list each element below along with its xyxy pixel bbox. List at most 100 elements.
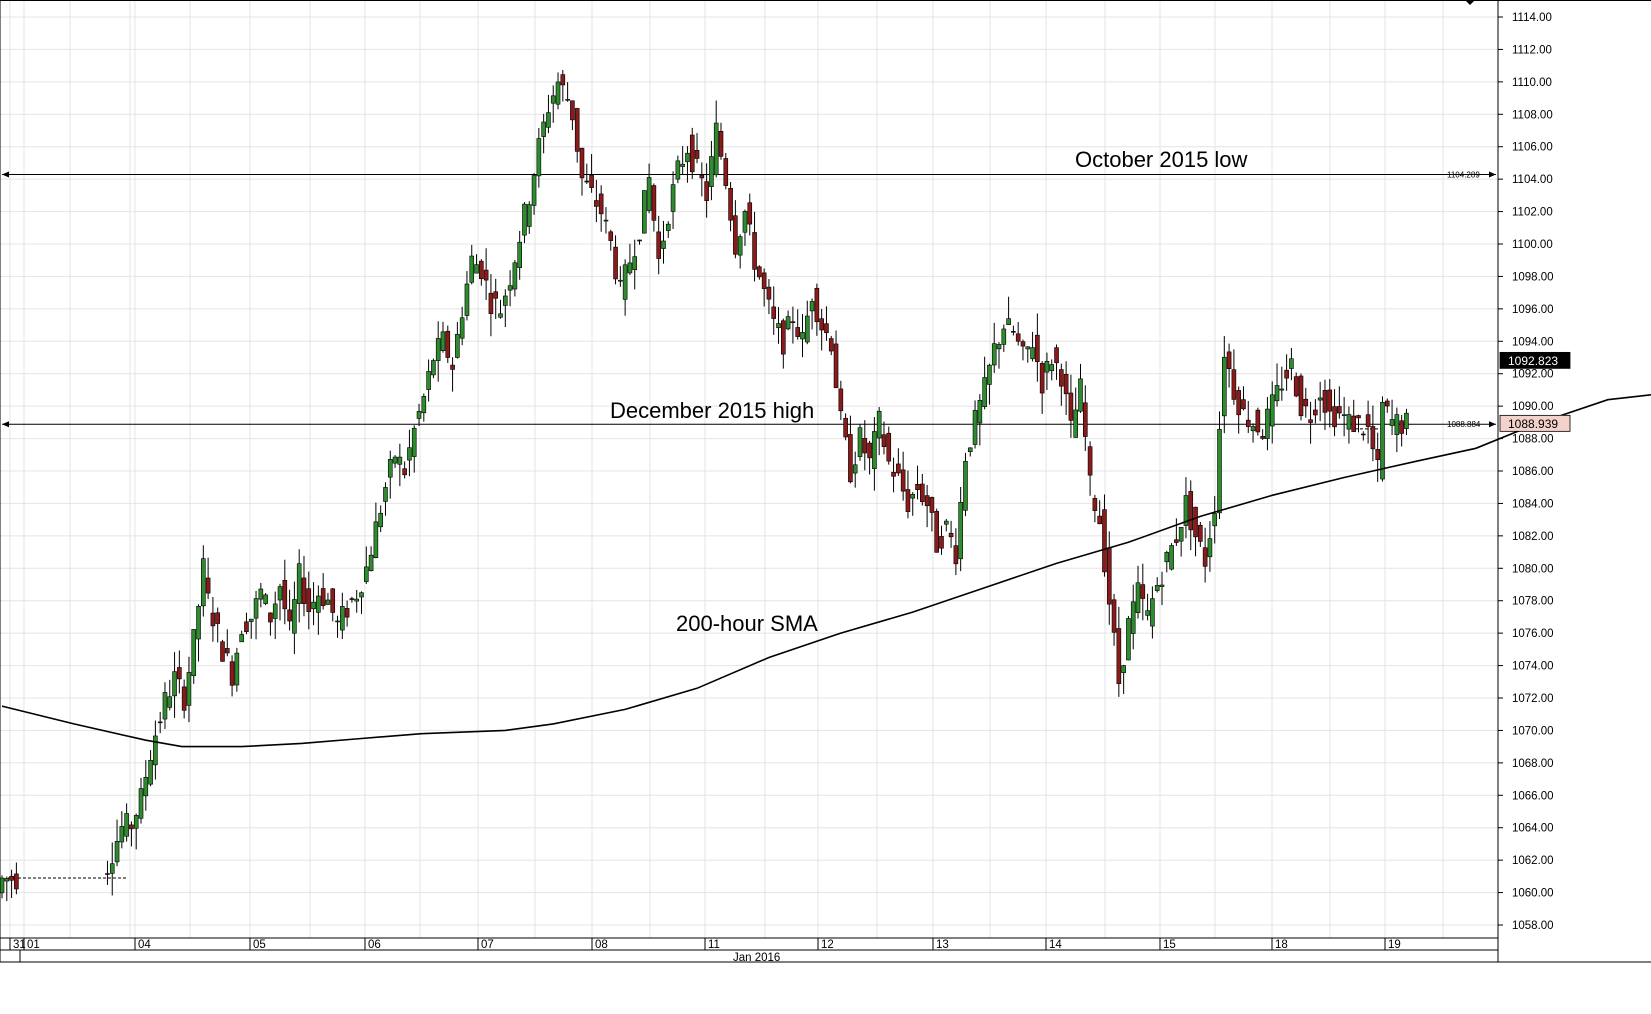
annotation-value: 1104.289 [1447,170,1480,179]
candle-up [1164,552,1170,563]
candle-down [1255,409,1261,433]
candle-down [479,260,484,280]
month-label: Jan 2016 [733,952,780,964]
candle-up [272,603,278,619]
candle-up [872,431,877,470]
candle-up [713,122,719,176]
candle-up [201,558,206,607]
y-tick-label: 1080.00 [1512,563,1554,575]
candle-up [435,338,441,361]
x-tick-label: 19 [1388,939,1401,951]
candle-down [224,648,230,654]
candle-down [761,272,767,289]
candle-up [1178,526,1184,542]
candle-down [1068,392,1074,421]
candle-up [536,138,542,177]
candle-down [1015,333,1021,342]
candle-up [138,788,144,819]
candle-down [881,434,887,447]
y-tick-label: 1104.00 [1512,174,1553,186]
arrow-left-icon [2,421,9,428]
candle-down [1337,406,1342,414]
y-tick-label: 1096.00 [1512,304,1554,316]
candle-down [699,174,705,179]
candle-down [1399,420,1404,434]
y-tick-label: 1086.00 [1512,466,1554,478]
candle-up [133,815,139,829]
candle-down [613,246,618,280]
candle-down [1059,369,1064,387]
candle-up [191,629,197,676]
candle-up [426,371,431,390]
candle-up [411,427,417,457]
candle-down [771,306,777,319]
candle-up [335,620,340,623]
candle-down [1035,334,1040,363]
candle-down [574,108,580,152]
candle-down [268,612,273,623]
candle-up [1078,378,1083,412]
candle-up [627,262,633,274]
candle-down [637,239,642,242]
candle-down [833,343,839,389]
candle-up [910,494,916,499]
candle-down [210,612,216,627]
candle-down [1370,426,1376,450]
candle-up [4,878,10,882]
candle-up [685,152,690,163]
candle-up [383,487,388,502]
candle-down [1097,515,1102,525]
candle-up [109,863,115,874]
candle-down [1063,373,1069,395]
candle-down [344,608,350,618]
candle-down [1193,506,1198,538]
candle-down [1245,419,1251,427]
x-tick-label: 15 [1163,939,1176,951]
y-tick-label: 1058.00 [1512,920,1554,932]
candle-down [862,438,868,454]
candle-up [1289,358,1294,369]
candle-down [493,291,499,299]
candle-up [316,595,321,613]
y-tick-label: 1092.00 [1512,369,1554,381]
candle-up [876,410,882,439]
candle-up [359,592,364,598]
candle-up [124,813,129,837]
candle-down [948,532,954,538]
candle-down [1260,436,1265,439]
candle-up [1044,360,1050,373]
candle-up [565,98,570,101]
candle-up [253,598,259,619]
candle-up [963,461,968,511]
candle-up [464,283,470,316]
price-tags: 1092.823 1088.939 [1499,351,1571,432]
x-tick-label: 07 [481,939,494,951]
candle-down [579,147,585,179]
candle-up [603,219,609,222]
candle-up [1025,346,1031,350]
candle-down [1322,390,1328,413]
annotation-october-low: October 2015 low [1075,147,1248,172]
candle-up [661,240,666,249]
candle-up [670,184,676,212]
candle-up [522,203,527,236]
candle-up [119,826,125,843]
candle-down [1020,341,1026,347]
x-tick-label: 05 [253,939,266,951]
candle-down [594,200,599,207]
candle-up [665,223,671,231]
candle-down [282,579,288,610]
candle-down [584,180,590,183]
candle-down [1087,446,1093,476]
candle-up [804,315,810,343]
candle-down [1198,524,1203,542]
candle-up [541,121,546,137]
candle-up [737,236,743,256]
y-tick-label: 1064.00 [1512,823,1554,835]
candle-up [186,672,192,706]
candle-down [1054,347,1059,364]
candle-up [459,317,465,339]
candle-up [1121,665,1126,674]
y-tick-label: 1112.00 [1512,44,1552,56]
candle-down [1313,409,1318,416]
